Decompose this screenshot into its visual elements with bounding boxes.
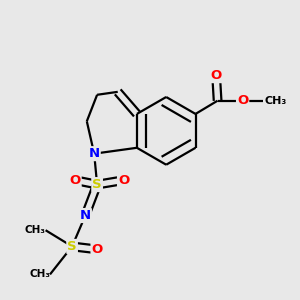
Text: CH₃: CH₃ bbox=[29, 269, 50, 279]
Text: N: N bbox=[80, 209, 91, 222]
Text: O: O bbox=[69, 174, 81, 187]
Text: O: O bbox=[92, 243, 103, 256]
Text: CH₃: CH₃ bbox=[25, 225, 46, 235]
Text: N: N bbox=[88, 147, 100, 160]
Text: CH₃: CH₃ bbox=[264, 96, 286, 106]
Text: S: S bbox=[92, 178, 102, 191]
Text: S: S bbox=[67, 240, 77, 253]
Text: O: O bbox=[211, 69, 222, 82]
Text: O: O bbox=[118, 174, 129, 187]
Text: O: O bbox=[237, 94, 248, 107]
